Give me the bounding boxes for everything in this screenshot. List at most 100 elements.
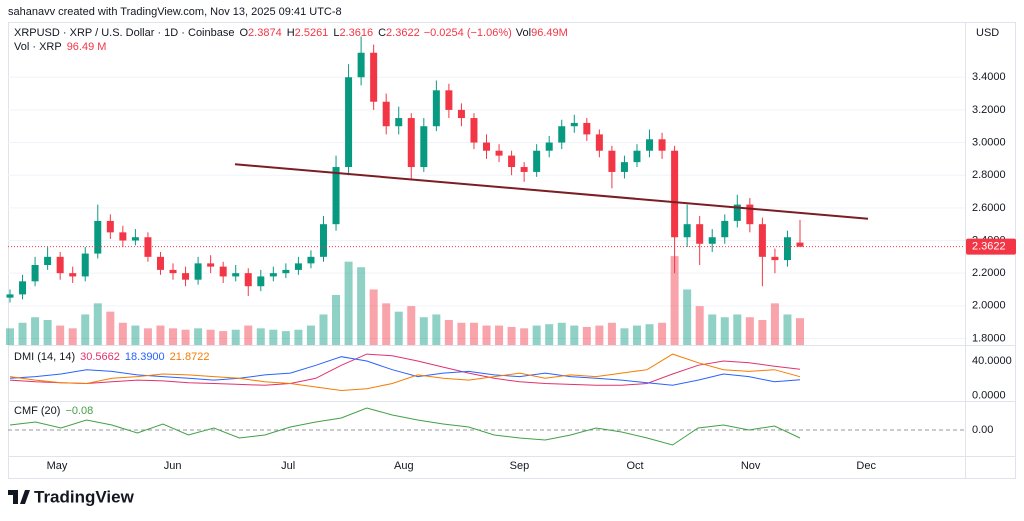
y-tick-label: 2.2000 <box>972 267 1006 279</box>
last-price-tag <box>966 238 1016 255</box>
volume-bar <box>394 311 403 345</box>
candle-body <box>44 256 52 265</box>
legend-label: L <box>333 27 339 39</box>
x-tick-label: May <box>47 460 68 472</box>
volume-bar <box>106 311 115 345</box>
legend-change: −0.0254 (−1.06%) <box>424 27 512 39</box>
y-tick-label: 40.0000 <box>972 355 1012 367</box>
candle-body <box>570 122 578 127</box>
candle-body <box>282 269 290 274</box>
volume-bar <box>545 324 554 345</box>
legend-value: 2.3622 <box>386 27 420 39</box>
x-tick-label: Sep <box>510 460 530 472</box>
indicator-line <box>9 407 801 446</box>
candle-body <box>608 150 616 172</box>
indicator-line <box>9 356 801 386</box>
candle-body <box>696 224 704 244</box>
legend-label: DMI (14, 14) <box>14 351 75 363</box>
volume-bar <box>720 317 729 345</box>
y-tick-label: 2.0000 <box>972 300 1006 312</box>
candle-body <box>232 273 240 277</box>
x-tick-label: Oct <box>626 460 643 472</box>
volume-bar <box>595 325 604 345</box>
logo-text: TradingView <box>34 487 135 506</box>
volume-bar <box>770 303 779 345</box>
x-tick-label: Aug <box>394 460 414 472</box>
volume-bar <box>56 325 65 345</box>
legend-value: 2.3874 <box>248 27 282 39</box>
volume-bar <box>457 322 466 345</box>
volume-bar <box>344 261 353 345</box>
volume-bar <box>219 331 228 345</box>
volume-bar <box>332 295 341 345</box>
candle-body <box>6 294 14 298</box>
volume-bar <box>131 325 140 345</box>
volume-bar <box>683 289 692 345</box>
volume-bar <box>31 317 40 345</box>
volume-bar <box>532 325 541 345</box>
legend-value: 2.5261 <box>295 27 329 39</box>
y-tick-label: 1.8000 <box>972 332 1006 344</box>
legend-value: 21.8722 <box>170 351 210 363</box>
candle-body <box>683 224 691 238</box>
y-tick-label: 3.4000 <box>972 71 1006 83</box>
volume-bar <box>695 306 704 345</box>
candle-body <box>783 237 791 261</box>
candle-body <box>357 52 365 78</box>
volume-bar <box>670 256 679 345</box>
volume-bar <box>796 318 804 345</box>
candle-body <box>671 150 679 238</box>
candle-body <box>207 263 215 267</box>
volume-bar <box>645 324 654 345</box>
symbol: XRPUSD · XRP / U.S. Dollar · 1D · Coinba… <box>14 27 234 39</box>
candle-body <box>708 237 716 244</box>
volume-bar <box>206 329 215 345</box>
candle-body <box>194 263 202 280</box>
volume-bar <box>369 289 378 345</box>
candle-body <box>432 90 440 127</box>
x-tick-label: Jul <box>281 460 295 472</box>
candle-body <box>106 220 114 233</box>
volume-bar <box>181 329 190 345</box>
candle-body <box>407 118 415 168</box>
indicator-legend: CMF (20) −0.08 <box>14 405 93 417</box>
candle-body <box>733 204 741 221</box>
candle-body <box>332 167 340 225</box>
candle-body <box>646 139 654 151</box>
candle-body <box>520 167 528 172</box>
volume-bar <box>319 314 328 345</box>
volume-bar <box>570 325 579 345</box>
candle-body <box>81 253 89 277</box>
y-tick-label: 3.0000 <box>972 136 1006 148</box>
volume-bar <box>557 322 566 345</box>
candle-body <box>94 220 102 254</box>
volume-bar <box>231 329 240 345</box>
y-tick-label: 2.6000 <box>972 202 1006 214</box>
legend-label: C <box>378 27 386 39</box>
volume-bar <box>244 325 253 345</box>
logo: TradingView <box>8 487 135 506</box>
candle-body <box>319 224 327 257</box>
legend-value: 2.3616 <box>339 27 373 39</box>
y-tick-label: 0.0000 <box>972 390 1006 402</box>
candle-body <box>345 77 353 168</box>
volume-bar <box>520 328 529 345</box>
volume-bar <box>281 331 290 345</box>
candle-body <box>56 256 64 274</box>
candle-body <box>144 237 152 257</box>
volume-bar <box>708 314 717 345</box>
volume-bar <box>469 322 478 345</box>
candle-body <box>533 150 541 172</box>
volume-bar <box>783 314 792 345</box>
candle-body <box>508 155 516 168</box>
volume-bar <box>81 314 90 345</box>
volume-bar <box>658 322 667 345</box>
volume-bar <box>294 329 303 345</box>
volume-bar <box>582 326 591 345</box>
legend-value: 18.3900 <box>125 351 165 363</box>
volume-bar <box>382 303 391 345</box>
legend-label: CMF (20) <box>14 405 60 417</box>
indicator-line <box>9 353 801 392</box>
candle-body <box>31 265 39 282</box>
